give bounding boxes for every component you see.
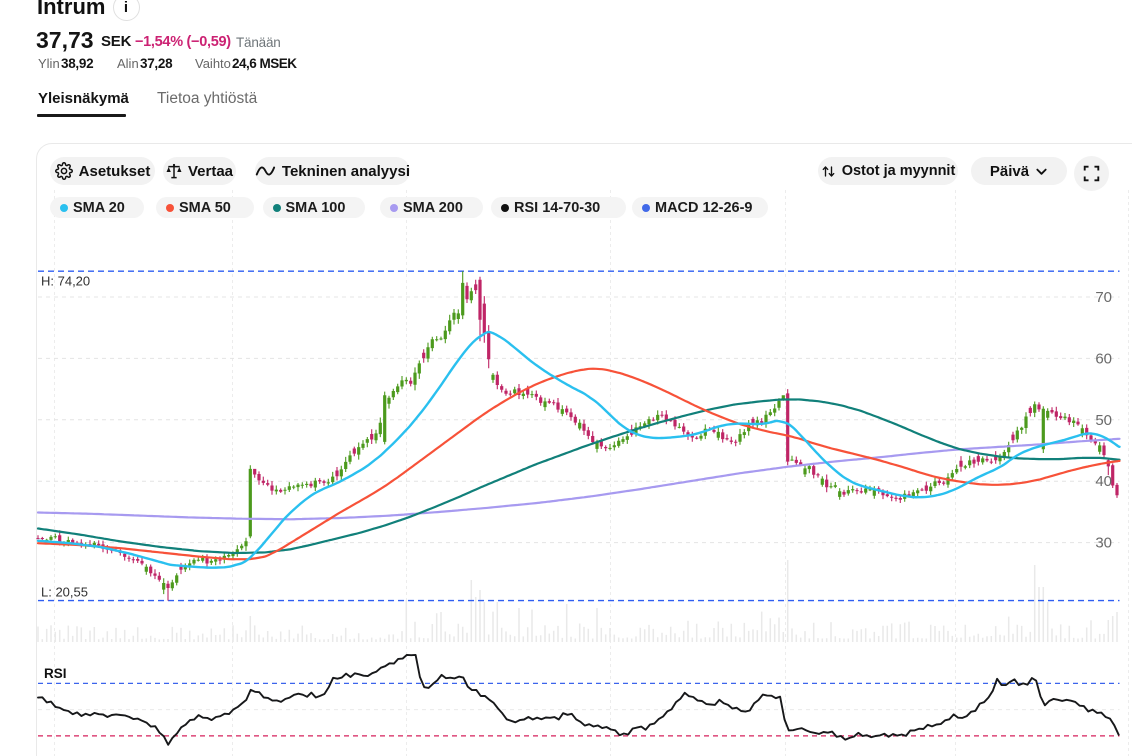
svg-text:50: 50 — [1095, 412, 1112, 429]
svg-text:RSI: RSI — [44, 666, 67, 681]
svg-text:60: 60 — [1095, 350, 1112, 367]
svg-text:70: 70 — [1095, 289, 1112, 306]
svg-text:H: 74,20: H: 74,20 — [41, 274, 90, 289]
svg-text:L: 20,55: L: 20,55 — [41, 585, 88, 600]
svg-text:30: 30 — [1095, 535, 1112, 552]
svg-text:40: 40 — [1095, 473, 1112, 490]
